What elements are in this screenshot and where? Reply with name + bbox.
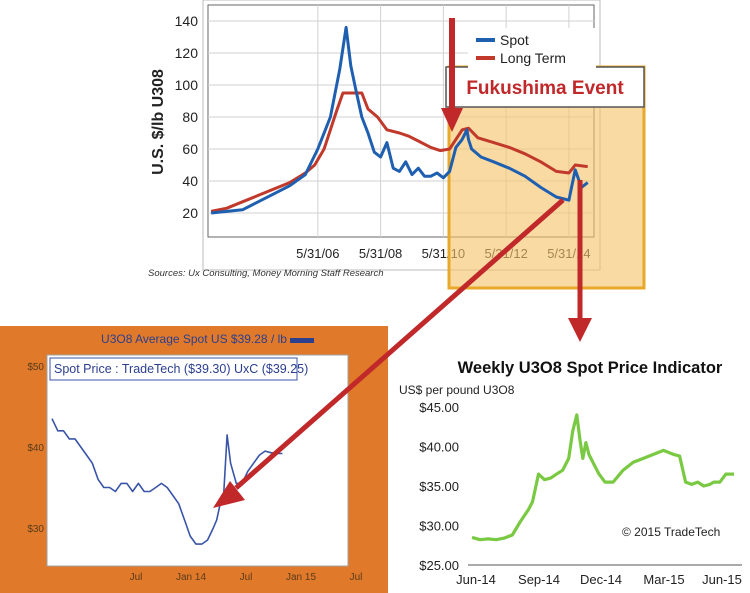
inset-subtitle-box (49, 357, 298, 381)
inset-x-tick-label: Jul (350, 572, 363, 583)
historical-y-tick-label: 140 (175, 13, 199, 29)
inset-arrow-head (213, 481, 245, 508)
inset-arrow-shaft (234, 198, 565, 490)
series-line-tradetech-weekly-spot (471, 413, 734, 542)
tradetech-y-tick-label: $30.00 (419, 519, 459, 534)
historical-y-tick-label: 60 (182, 141, 198, 157)
tradetech-x-tick-label: Jun-15 (702, 572, 742, 587)
inset-x-tick-label: Jul (240, 572, 253, 583)
legend-label-long-term: Long Term (500, 50, 566, 66)
historical-x-tick-label: 5/31/08 (359, 246, 402, 261)
inset-title: U3O8 Average Spot US $39.28 / lb (101, 332, 287, 346)
tradetech-x-tick-label: Dec-14 (580, 572, 622, 587)
tradetech-x-tick-labels: Jun-14 Sep-14 Dec-14 Mar-15 Jun-15 (456, 572, 742, 587)
series-line-long-term (210, 91, 588, 213)
historical-y-axis-label: U.S. $/lb U308 (150, 69, 167, 175)
tradetech-y-tick-label: $35.00 (419, 479, 459, 494)
tradetech-y-tick-label: $40.00 (419, 440, 459, 455)
tradetech-x-tick-label: Mar-15 (643, 572, 684, 587)
inset-x-tick-label: Jan 15 (286, 572, 316, 583)
historical-series (210, 25, 589, 215)
historical-y-tick-label: 40 (182, 173, 198, 189)
historical-y-tick-label: 100 (175, 77, 199, 93)
inset-x-tick-labels: Jul Jan 14 Jul Jan 15 Jul (130, 572, 363, 583)
historical-x-tick-label: 5/31/06 (296, 246, 339, 261)
tradetech-y-tick-label: $25.00 (419, 558, 459, 573)
historical-y-tick-label: 20 (182, 205, 198, 221)
historical-legend: Spot Long Term (468, 28, 596, 68)
legend-background (468, 28, 596, 68)
fukushima-label: Fukushima Event (466, 78, 624, 99)
inset-y-tick-label: $50 (27, 362, 44, 373)
historical-y-tick-labels: 20 40 60 80 100 120 140 (175, 13, 199, 221)
tradetech-y-tick-labels: $45.00 $40.00 $35.00 $30.00 $25.00 (419, 400, 459, 573)
tradetech-x-tick-label: Sep-14 (518, 572, 560, 587)
tradetech-arrow-head (568, 318, 592, 342)
inset-y-tick-labels: $30 $40 $50 (27, 362, 44, 535)
inset-y-tick-label: $30 (27, 524, 44, 535)
legend-label-spot: Spot (500, 32, 529, 48)
annotation-arrows (213, 18, 592, 508)
tradetech-x-tick-label: Jun-14 (456, 572, 496, 587)
inset-plot-area (46, 354, 349, 567)
historical-y-tick-label: 80 (182, 109, 198, 125)
inset-legend-swatch (290, 338, 314, 343)
historical-y-tick-label: 120 (175, 45, 199, 61)
fukushima-arrow-head (441, 108, 463, 132)
inset-x-tick-label: Jan 14 (176, 572, 206, 583)
tradetech-y-tick-label: $45.00 (419, 400, 459, 415)
tradetech-y-axis-label: US$ per pound U3O8 (399, 383, 515, 397)
tradetech-copyright: © 2015 TradeTech (622, 525, 720, 539)
inset-y-tick-label: $40 (27, 443, 44, 454)
tradetech-series (471, 413, 734, 542)
inset-chart: U3O8 Average Spot US $39.28 / lb Spot Pr… (0, 326, 388, 593)
sources-note: Sources: Ux Consulting, Money Morning St… (148, 268, 384, 279)
series-line-spot (210, 25, 589, 215)
inset-subtitle: Spot Price : TradeTech ($39.30) UxC ($39… (54, 362, 308, 376)
tradetech-title: Weekly U3O8 Spot Price Indicator (458, 359, 723, 377)
inset-x-tick-label: Jul (130, 572, 143, 583)
tradetech-chart: Weekly U3O8 Spot Price Indicator US$ per… (399, 359, 742, 587)
